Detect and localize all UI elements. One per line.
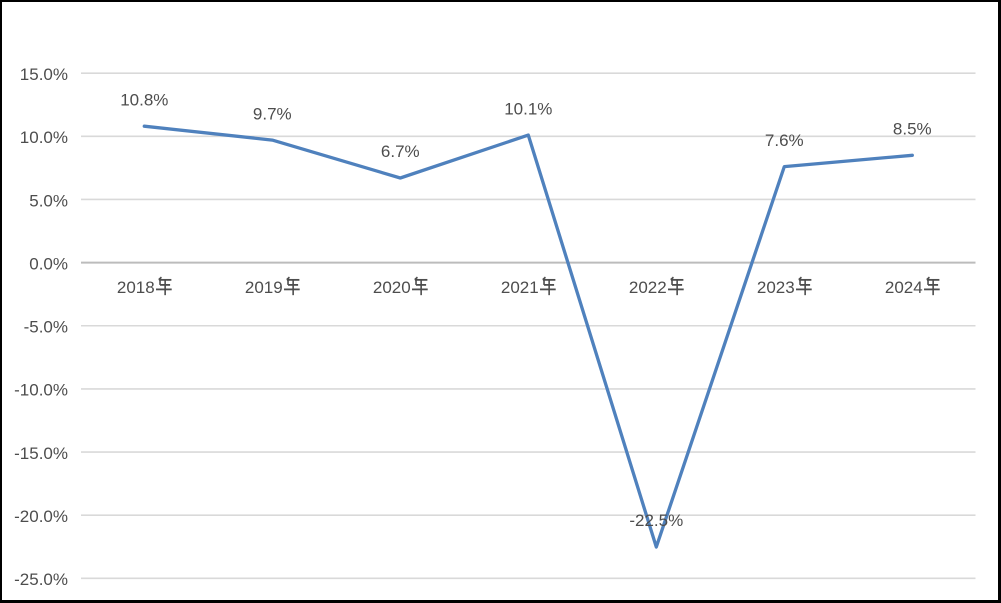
svg-text:2024: 2024: [885, 278, 923, 297]
svg-text:6.7%: 6.7%: [381, 142, 420, 161]
svg-text:9.7%: 9.7%: [253, 104, 292, 123]
svg-text:5.0%: 5.0%: [29, 191, 68, 210]
svg-text:10.8%: 10.8%: [120, 90, 168, 109]
svg-text:10.1%: 10.1%: [504, 99, 552, 118]
svg-text:-22.5%: -22.5%: [629, 511, 683, 530]
svg-text:8.5%: 8.5%: [893, 120, 932, 139]
svg-text:2020: 2020: [373, 278, 411, 297]
svg-text:2023: 2023: [757, 278, 795, 297]
svg-text:2019: 2019: [245, 278, 283, 297]
svg-text:2021: 2021: [501, 278, 539, 297]
svg-text:-5.0%: -5.0%: [24, 318, 68, 337]
svg-text:15.0%: 15.0%: [20, 65, 68, 84]
svg-text:10.0%: 10.0%: [20, 128, 68, 147]
svg-text:-20.0%: -20.0%: [14, 507, 68, 526]
svg-text:-15.0%: -15.0%: [14, 444, 68, 463]
svg-text:-10.0%: -10.0%: [14, 381, 68, 400]
svg-text:7.6%: 7.6%: [765, 131, 804, 150]
svg-text:0.0%: 0.0%: [29, 254, 68, 273]
svg-text:-25.0%: -25.0%: [14, 570, 68, 589]
svg-text:2018: 2018: [117, 278, 155, 297]
svg-text:2022: 2022: [629, 278, 667, 297]
